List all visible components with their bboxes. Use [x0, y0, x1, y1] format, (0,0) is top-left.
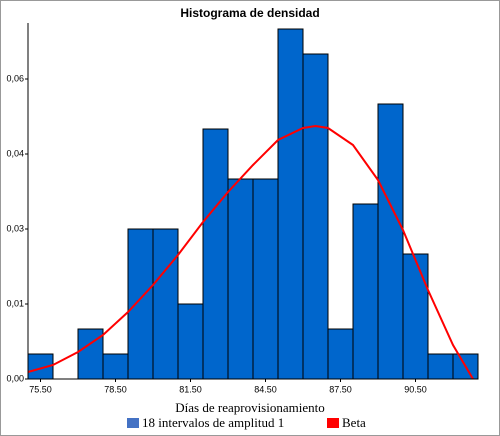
bar [352, 203, 379, 380]
bar [427, 353, 454, 380]
bar [252, 178, 279, 380]
x-tick-label: 87.50 [329, 384, 352, 394]
density-curve [27, 124, 474, 380]
bar [327, 328, 354, 380]
bar [202, 128, 229, 380]
y-tick-label: 0,00 [6, 373, 24, 383]
legend-swatch [327, 418, 339, 428]
bar [227, 178, 254, 380]
bar [102, 353, 129, 380]
bar [277, 28, 304, 380]
bar [302, 53, 329, 380]
x-tick-label: 81.50 [179, 384, 202, 394]
y-tick-label: 0,06 [6, 73, 24, 83]
legend-swatch [127, 418, 139, 428]
chart-title: Histograma de densidad [180, 6, 319, 20]
x-tick-label: 90.50 [404, 384, 427, 394]
y-tick-label: 0,04 [6, 148, 24, 158]
bar [152, 228, 179, 380]
x-tick-label: 84.50 [254, 384, 277, 394]
y-tick-label: 0,03 [6, 223, 24, 233]
bar [177, 303, 204, 380]
x-tick-label: 75.50 [29, 384, 52, 394]
x-axis-label: Días de reaprovisionamiento [175, 400, 324, 415]
legend-label: Beta [342, 415, 366, 430]
bar [402, 253, 429, 380]
y-tick-label: 0,01 [6, 298, 24, 308]
legend-label: 18 intervalos de amplitud 1 [142, 415, 284, 430]
x-tick-label: 78.50 [104, 384, 127, 394]
bar [127, 228, 154, 380]
bar [377, 103, 404, 380]
